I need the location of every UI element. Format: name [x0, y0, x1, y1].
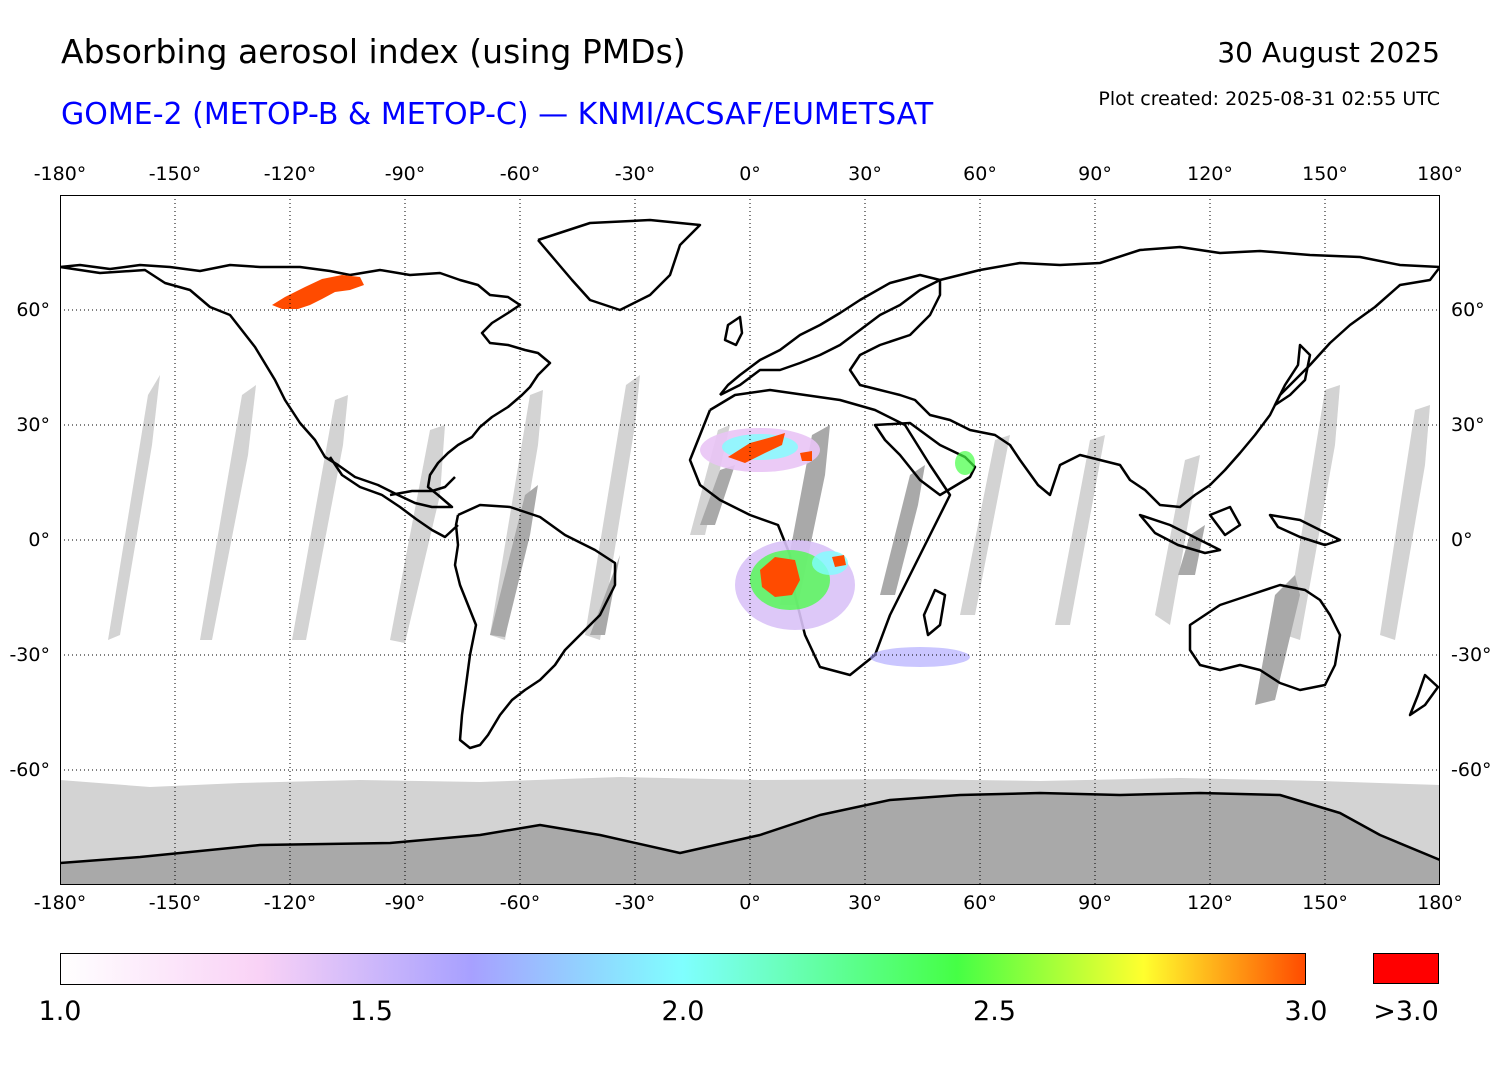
colorbar-tick-label: 1.0	[38, 996, 82, 1027]
lon-tick-top: -150°	[148, 163, 202, 185]
madagascar-coast	[922, 588, 947, 637]
new-zealand-coast	[1408, 673, 1440, 717]
british-isles-coast	[723, 315, 744, 347]
lon-tick-bottom: -150°	[148, 892, 202, 914]
lat-tick-right: 30°	[1451, 414, 1485, 436]
lon-tick-bottom: 0°	[739, 892, 761, 914]
angola-plume-core	[760, 557, 800, 597]
lon-tick-bottom: 30°	[848, 892, 882, 914]
lat-tick-left: -30°	[9, 644, 50, 666]
lon-tick-top: -180°	[33, 163, 87, 185]
colorbar-over-label: >3.0	[1373, 996, 1439, 1027]
lon-tick-bottom: -30°	[614, 892, 656, 914]
lon-tick-top: -30°	[614, 163, 656, 185]
sahara-plume-core	[728, 433, 785, 463]
japan-coast	[1273, 343, 1312, 407]
lat-tick-right: 0°	[1451, 529, 1473, 551]
lon-tick-bottom: -90°	[384, 892, 426, 914]
lon-tick-bottom: -120°	[263, 892, 317, 914]
world-map	[60, 195, 1440, 885]
map-frame	[60, 195, 1440, 885]
aerosol-plumes	[272, 275, 975, 667]
colorbar	[60, 953, 1306, 985]
lat-tick-left: 60°	[16, 299, 50, 321]
lon-tick-top: 30°	[848, 163, 882, 185]
south-america-coast	[453, 503, 617, 750]
colorbar-gradient	[60, 953, 1306, 985]
lat-tick-left: 0°	[28, 529, 50, 551]
lon-tick-bottom: 180°	[1417, 892, 1463, 914]
greenland-coast	[537, 218, 702, 312]
asia-coast	[848, 245, 1440, 509]
lon-tick-top: -60°	[499, 163, 541, 185]
lon-tick-bottom: 150°	[1302, 892, 1348, 914]
colorbar-over-swatch	[1373, 953, 1439, 984]
north-america-coast	[60, 263, 552, 509]
plot-created-timestamp: Plot created: 2025-08-31 02:55 UTC	[1098, 88, 1440, 110]
lon-tick-top: -90°	[384, 163, 426, 185]
lon-tick-bottom: -60°	[499, 892, 541, 914]
map-subtitle: GOME-2 (METOP-B & METOP-C) — KNMI/ACSAF/…	[61, 97, 934, 132]
lat-tick-right: -60°	[1451, 759, 1492, 781]
indonesia-coast	[1138, 513, 1222, 555]
central-america-coast	[328, 456, 459, 539]
map-title: Absorbing aerosol index (using PMDs)	[61, 32, 686, 71]
lon-tick-bottom: 120°	[1187, 892, 1233, 914]
colorbar-tick-label: 1.5	[350, 996, 393, 1027]
lat-tick-left: -60°	[9, 759, 50, 781]
colorbar-tick-label: 3.0	[1284, 996, 1328, 1027]
lon-tick-top: 60°	[963, 163, 997, 185]
lon-tick-bottom: 90°	[1078, 892, 1112, 914]
lon-tick-top: 120°	[1187, 163, 1233, 185]
antarctica-coast	[60, 791, 1440, 865]
lon-tick-top: 90°	[1078, 163, 1112, 185]
arabia-plume	[955, 451, 975, 475]
indian-ocean-plume	[870, 647, 970, 667]
coastlines	[60, 218, 1440, 865]
lon-tick-top: -120°	[263, 163, 317, 185]
colorbar-tick-label: 2.0	[661, 996, 705, 1027]
colorbar-tick-label: 2.5	[973, 996, 1016, 1027]
lat-tick-right: -30°	[1451, 644, 1492, 666]
lat-tick-right: 60°	[1451, 299, 1485, 321]
lon-tick-top: 0°	[739, 163, 761, 185]
australia-coast	[1188, 583, 1342, 692]
map-date: 30 August 2025	[1217, 36, 1440, 69]
graticule	[60, 195, 1440, 885]
lon-tick-top: 180°	[1417, 163, 1463, 185]
lat-tick-left: 30°	[16, 414, 50, 436]
lon-tick-top: 150°	[1302, 163, 1348, 185]
arabia-coast	[873, 421, 977, 497]
canada-fire-plume	[272, 275, 364, 309]
lon-tick-bottom: -180°	[33, 892, 87, 914]
lon-tick-bottom: 60°	[963, 892, 997, 914]
orbit-gap-swaths	[108, 375, 1430, 643]
